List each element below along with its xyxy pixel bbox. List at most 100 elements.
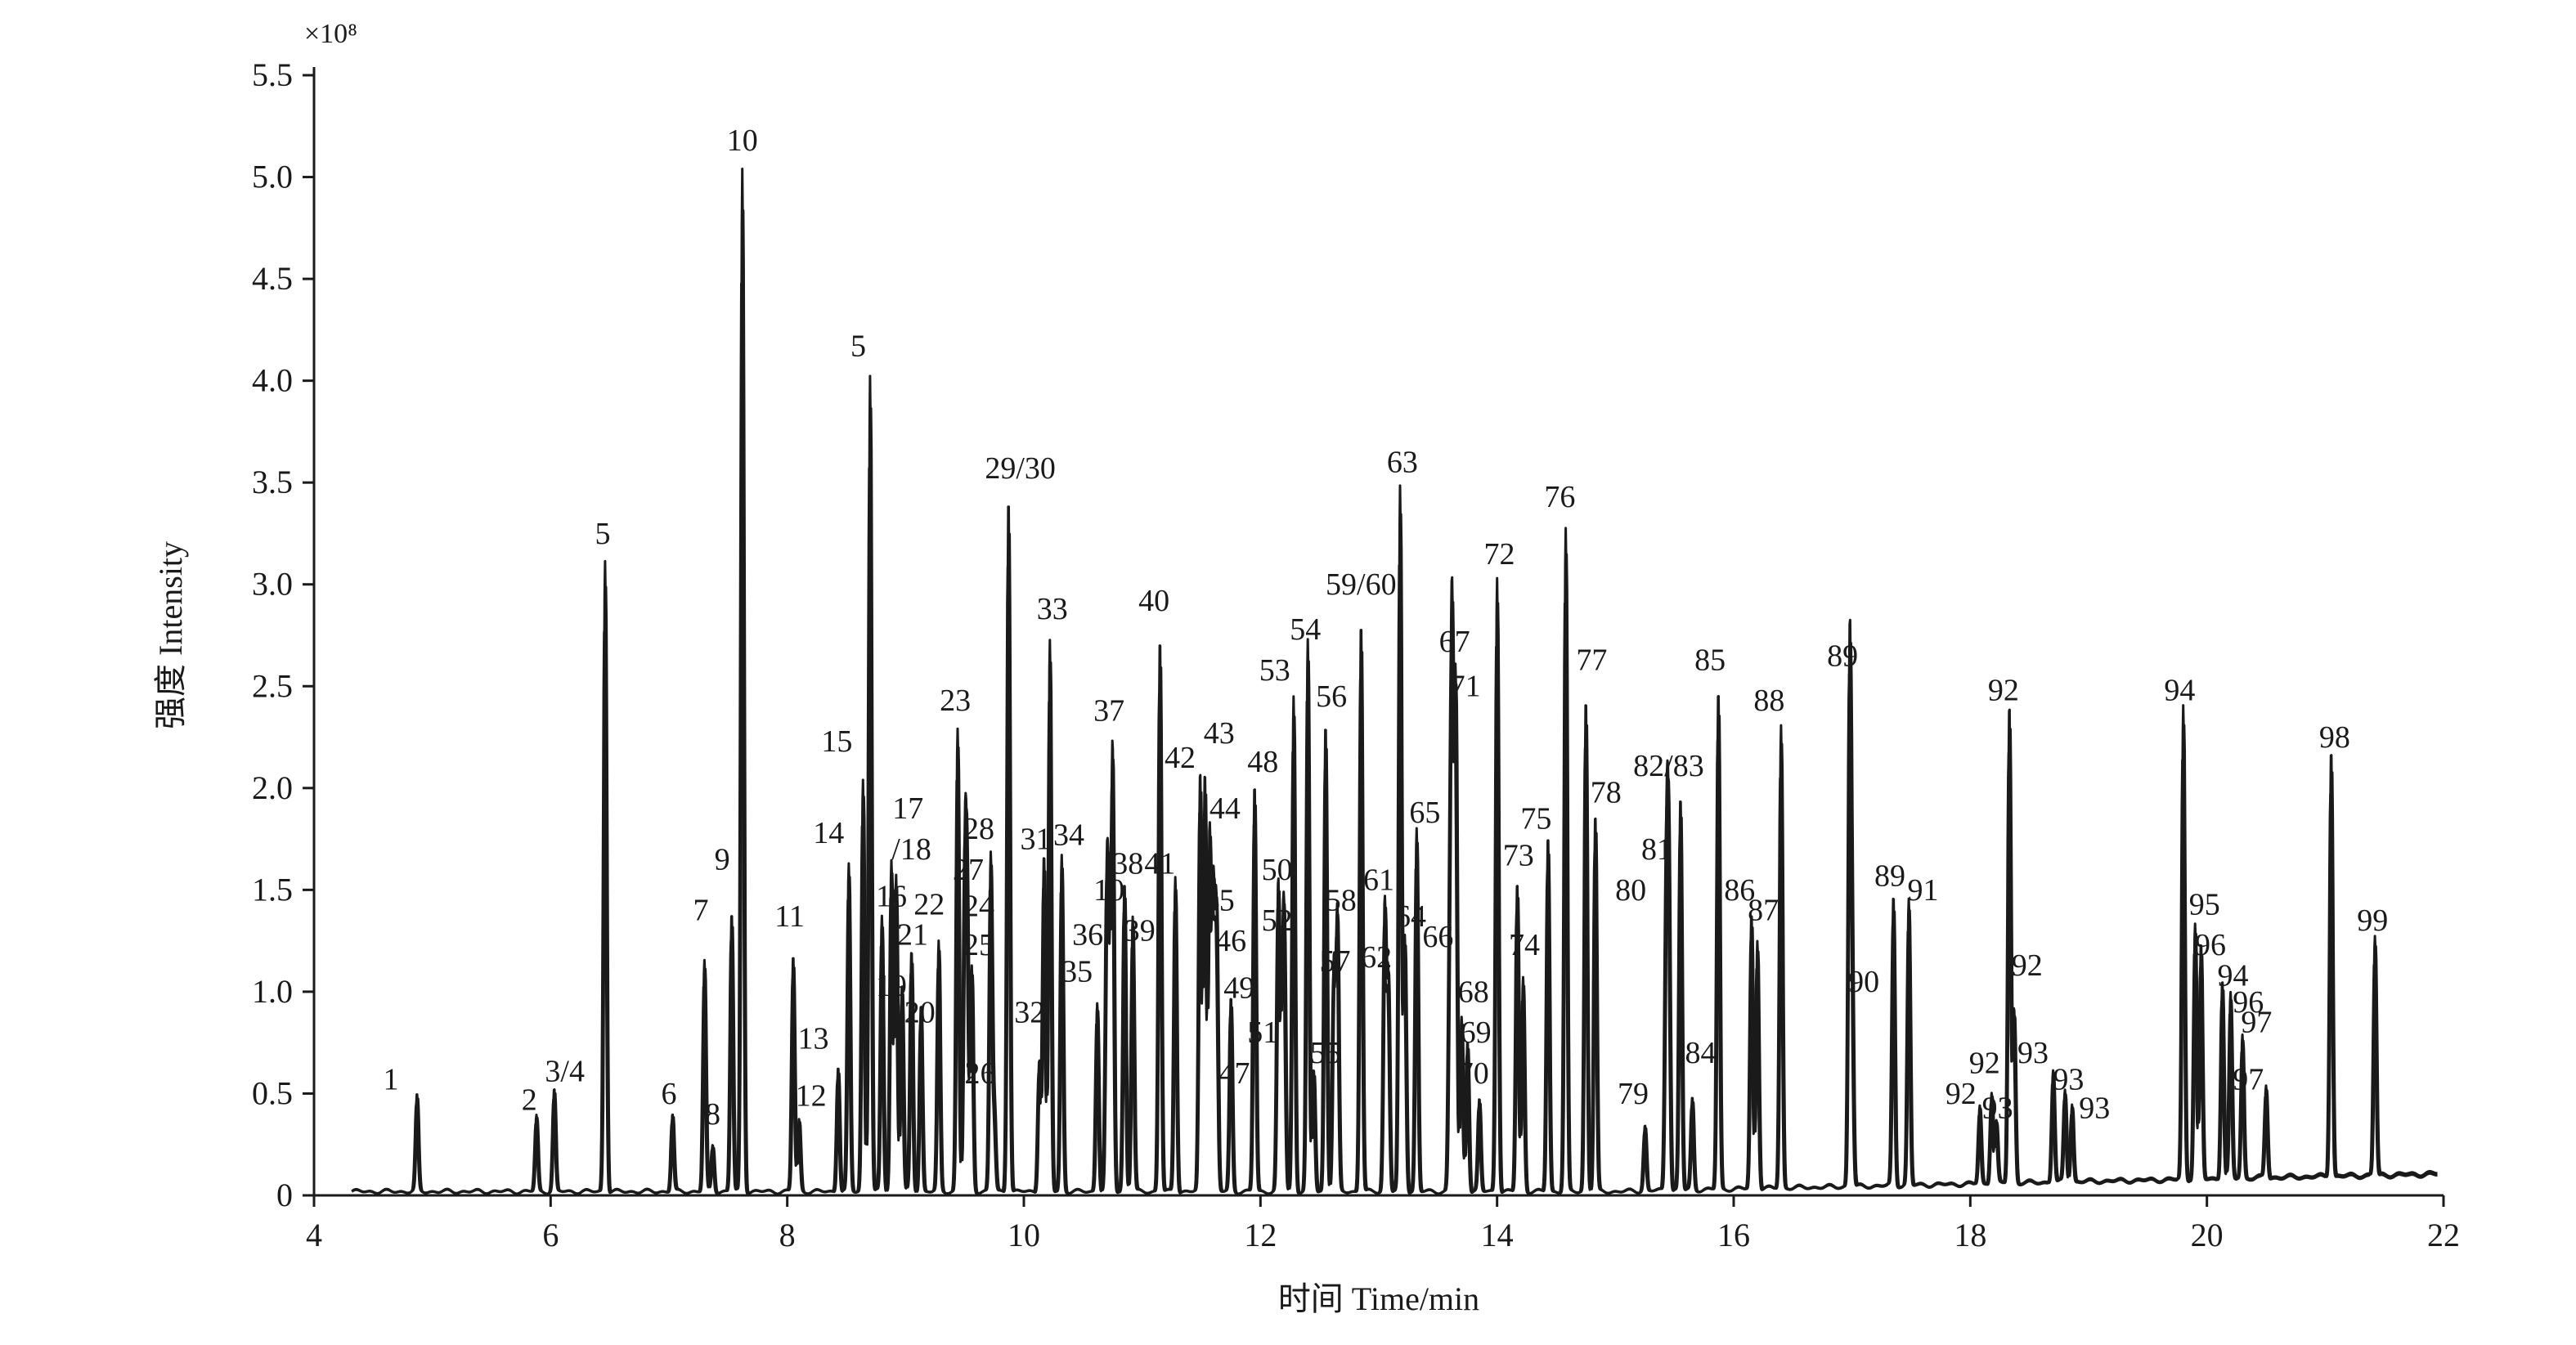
peak-label: 73: [1503, 838, 1534, 872]
peak-label: 93: [2053, 1062, 2084, 1096]
peak-label: 52: [1262, 903, 1293, 938]
x-tick-label: 16: [1717, 1217, 1750, 1253]
peak-label: 25: [963, 928, 994, 962]
peak-label: 17: [892, 791, 923, 826]
x-tick-label: 12: [1244, 1217, 1277, 1253]
peak-label: 19: [876, 969, 907, 1003]
peak-label: 47: [1219, 1056, 1250, 1091]
peak-label: 76: [1544, 480, 1575, 514]
peak-label: 41: [1144, 846, 1175, 881]
peak-label: 12: [796, 1078, 827, 1113]
y-tick-label: 4.0: [252, 362, 293, 399]
peak-label: 27: [953, 853, 984, 887]
peak-label: 94: [2217, 958, 2248, 993]
peak-label: 62: [1361, 940, 1392, 975]
peak-label: 85: [1694, 643, 1726, 677]
peak-label: 11: [774, 899, 805, 934]
peak-label: 40: [1138, 584, 1169, 618]
peak-label: 93: [2017, 1036, 2049, 1070]
y-tick-label: 0: [276, 1177, 293, 1213]
peak-label: 5: [850, 330, 866, 364]
trace-sample-2: [351, 209, 2439, 1195]
peak-label: 24: [963, 890, 994, 924]
peak-label: 21: [897, 918, 928, 953]
y-tick-label: 0.5: [252, 1074, 293, 1111]
peak-label: 82/83: [1633, 749, 1704, 783]
peak-label: 92: [2012, 948, 2043, 983]
peak-label: 31: [1020, 823, 1051, 857]
peak-label: 94: [2164, 674, 2195, 708]
y-tick-label: 5.5: [252, 56, 293, 93]
peak-label: 92: [1945, 1077, 1977, 1111]
y-axis-title: 强度 Intensity: [152, 541, 189, 729]
peak-label: /18: [891, 832, 931, 867]
peak-label: 93: [1982, 1091, 2013, 1125]
peak-label: 37: [1093, 694, 1124, 729]
peak-label: 32: [1014, 995, 1045, 1029]
peak-label: 91: [1907, 873, 1938, 908]
peak-label: 79: [1618, 1077, 1649, 1111]
peak-label: 74: [1509, 928, 1540, 962]
peak-label: 8: [705, 1097, 720, 1132]
peak-label: 63: [1387, 446, 1418, 480]
peak-label: 2: [522, 1083, 537, 1117]
peak-label: 68: [1458, 975, 1489, 1009]
peak-label: 3/4: [545, 1055, 585, 1089]
peak-label: 50: [1262, 853, 1293, 887]
peak-labels: 123/45678910111213141551617/181921202223…: [384, 123, 2389, 1132]
peak-label: 78: [1591, 775, 1622, 809]
peak-label: 34: [1053, 818, 1084, 853]
peak-label: 59/60: [1326, 567, 1397, 602]
peak-label: 9: [715, 842, 730, 876]
peak-label: 58: [1326, 883, 1357, 917]
peak-label: 16: [876, 879, 907, 913]
peak-label: 65: [1409, 796, 1440, 830]
y-tick-label: 1.5: [252, 871, 293, 908]
y-tick-label: 2.5: [252, 667, 293, 704]
y-tick-label: 3.5: [252, 464, 293, 500]
peak-label: 92: [1969, 1047, 2000, 1081]
x-tick-label: 14: [1481, 1217, 1514, 1253]
peak-label: 87: [1748, 894, 1779, 928]
peak-label: 97: [2233, 1062, 2264, 1096]
peak-label: 1: [384, 1062, 399, 1096]
traces: [351, 168, 2439, 1195]
x-tick-label: 20: [2191, 1217, 2224, 1253]
trace-sample-3: [351, 282, 2439, 1195]
peak-label: 57: [1319, 944, 1350, 979]
peak-label: 54: [1290, 612, 1321, 647]
peak-label: 69: [1461, 1015, 1492, 1050]
peak-label: 64: [1395, 899, 1426, 934]
x-tick-label: 6: [542, 1217, 559, 1253]
peak-label: 88: [1753, 684, 1784, 718]
peak-label: 49: [1223, 971, 1254, 1005]
peak-label: 80: [1615, 873, 1646, 908]
y-multiplier-label: ×10⁸: [304, 19, 357, 49]
peak-label: 56: [1316, 679, 1347, 714]
peak-label: 96: [2233, 985, 2264, 1020]
y-tick-label: 3.0: [252, 566, 293, 603]
peak-label: 66: [1422, 920, 1453, 954]
peak-label: 42: [1165, 741, 1196, 775]
axes: 4 6 8 10 12 14 16 18 20 2200.51.01.52.02.53.03.54…: [252, 56, 2460, 1253]
peak-label: 22: [913, 887, 945, 921]
peak-label: 51: [1247, 1015, 1278, 1050]
peak-label: 96: [2195, 928, 2226, 962]
y-tick-label: 1.0: [252, 973, 293, 1010]
peak-label: 72: [1484, 537, 1515, 572]
peak-label: 46: [1215, 924, 1246, 958]
peak-label: 77: [1576, 643, 1607, 677]
x-tick-label: 4: [306, 1217, 322, 1253]
x-tick-label: 10: [1008, 1217, 1040, 1253]
peak-label: 10: [727, 123, 758, 158]
peak-label: 99: [2357, 903, 2388, 938]
peak-label: 70: [1458, 1056, 1489, 1091]
peak-label: 28: [963, 812, 994, 846]
peak-label: 20: [904, 995, 936, 1029]
peak-label: 33: [1037, 592, 1068, 626]
peak-label: 5: [595, 517, 610, 551]
peak-label: 71: [1450, 670, 1481, 704]
peak-label: 86: [1724, 873, 1755, 908]
peak-label: 90: [1848, 965, 1879, 999]
